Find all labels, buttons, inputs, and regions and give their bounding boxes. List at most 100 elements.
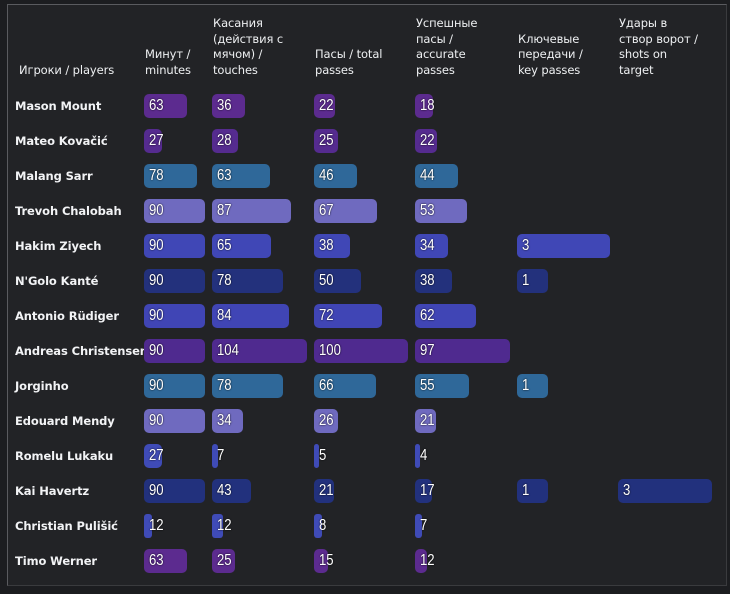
column-header-line: передачи / [518, 47, 583, 61]
value-label-touches: 78 [217, 377, 232, 394]
bar-accurate [415, 199, 467, 223]
column-header-line: Успешные [416, 16, 478, 30]
player-name: Romelu Lukaku [15, 449, 114, 463]
column-header-line: passes [416, 62, 455, 77]
bar-touches [212, 234, 271, 258]
bar-touches [212, 374, 283, 398]
value-label-accurate: 62 [420, 307, 435, 324]
value-label-accurate: 21 [420, 412, 435, 429]
bar-passes [314, 164, 357, 188]
bar-touches [212, 129, 238, 153]
column-header-line: shots on [619, 47, 667, 61]
value-label-minutes: 90 [149, 307, 164, 324]
bar-minutes [144, 339, 205, 363]
column-header-player: Игроки / players [19, 63, 114, 79]
bar-passes [314, 479, 334, 503]
value-label-touches: 28 [217, 132, 232, 149]
value-label-key-passes: 1 [522, 482, 530, 499]
value-label-touches: 34 [217, 412, 232, 429]
value-label-accurate: 4 [420, 447, 428, 464]
column-header-line: accurate [416, 47, 466, 61]
column-header-line: key passes [518, 62, 581, 77]
value-label-touches: 104 [217, 342, 239, 359]
column-header-line: touches [213, 62, 258, 77]
column-header-line: Пасы / total [315, 47, 383, 61]
bar-touches [212, 199, 291, 223]
bar-key-passes [517, 374, 548, 398]
bar-accurate [415, 549, 427, 573]
value-label-passes: 8 [319, 517, 327, 534]
value-label-passes: 15 [319, 552, 334, 569]
column-header-line: Касания [213, 16, 263, 30]
value-label-minutes: 90 [149, 377, 164, 394]
value-label-accurate: 44 [420, 167, 435, 184]
bar-touches [212, 444, 218, 468]
bar-passes [314, 94, 335, 118]
bar-touches [212, 409, 243, 433]
value-label-passes: 38 [319, 237, 334, 254]
bar-accurate [415, 479, 432, 503]
player-name: Malang Sarr [15, 169, 93, 183]
column-header-line: створ ворот / [619, 31, 698, 46]
column-header-line: passes [315, 62, 354, 77]
value-label-accurate: 7 [420, 517, 428, 534]
bar-accurate [415, 409, 436, 433]
column-header-line: Минут / [145, 47, 191, 61]
bar-key-passes [517, 479, 548, 503]
bar-accurate [415, 444, 420, 468]
bar-accurate [415, 374, 469, 398]
value-label-accurate: 17 [420, 482, 435, 499]
player-name: Trevoh Chalobah [15, 204, 122, 218]
bar-passes [314, 514, 322, 538]
value-label-passes: 100 [319, 342, 341, 359]
bar-accurate [415, 304, 476, 328]
column-header-minutes: Минут / minutes [145, 47, 191, 78]
value-label-key-passes: 1 [522, 272, 530, 289]
value-label-touches: 65 [217, 237, 232, 254]
value-label-passes: 5 [319, 447, 327, 464]
value-label-accurate: 18 [420, 97, 435, 114]
bar-accurate [415, 339, 510, 363]
value-label-passes: 22 [319, 97, 334, 114]
value-label-passes: 25 [319, 132, 334, 149]
bar-touches [212, 164, 270, 188]
bar-minutes [144, 409, 205, 433]
bar-shots [618, 479, 712, 503]
value-label-accurate: 22 [420, 132, 435, 149]
bar-accurate [415, 164, 458, 188]
value-label-minutes: 90 [149, 342, 164, 359]
column-header-passes: Пасы / total passes [315, 47, 382, 78]
bar-passes [314, 304, 382, 328]
value-label-passes: 21 [319, 482, 334, 499]
bar-touches [212, 549, 235, 573]
value-label-shots: 3 [623, 482, 631, 499]
value-label-touches: 25 [217, 552, 232, 569]
player-name: Edouard Mendy [15, 414, 115, 428]
player-name: Antonio Rüdiger [15, 309, 119, 323]
bar-accurate [415, 129, 437, 153]
value-label-accurate: 53 [420, 202, 435, 219]
bar-passes [314, 269, 361, 293]
bar-passes [314, 339, 408, 363]
value-label-accurate: 97 [420, 342, 435, 359]
bar-minutes [144, 94, 187, 118]
value-label-minutes: 90 [149, 237, 164, 254]
bar-key-passes [517, 234, 610, 258]
column-header-line: (действия с [213, 31, 284, 46]
bar-passes [314, 549, 328, 573]
value-label-passes: 72 [319, 307, 334, 324]
column-header-line: Игроки / players [19, 62, 115, 77]
value-label-touches: 7 [217, 447, 225, 464]
value-label-key-passes: 1 [522, 377, 530, 394]
bar-key-passes [517, 269, 548, 293]
bar-minutes [144, 444, 162, 468]
value-label-touches: 43 [217, 482, 232, 499]
bar-passes [314, 409, 338, 433]
bar-touches [212, 339, 307, 363]
value-label-touches: 84 [217, 307, 232, 324]
value-label-accurate: 55 [420, 377, 435, 394]
player-name: Timo Werner [15, 554, 97, 568]
bar-minutes [144, 514, 152, 538]
value-label-accurate: 34 [420, 237, 435, 254]
value-label-minutes: 27 [149, 132, 164, 149]
